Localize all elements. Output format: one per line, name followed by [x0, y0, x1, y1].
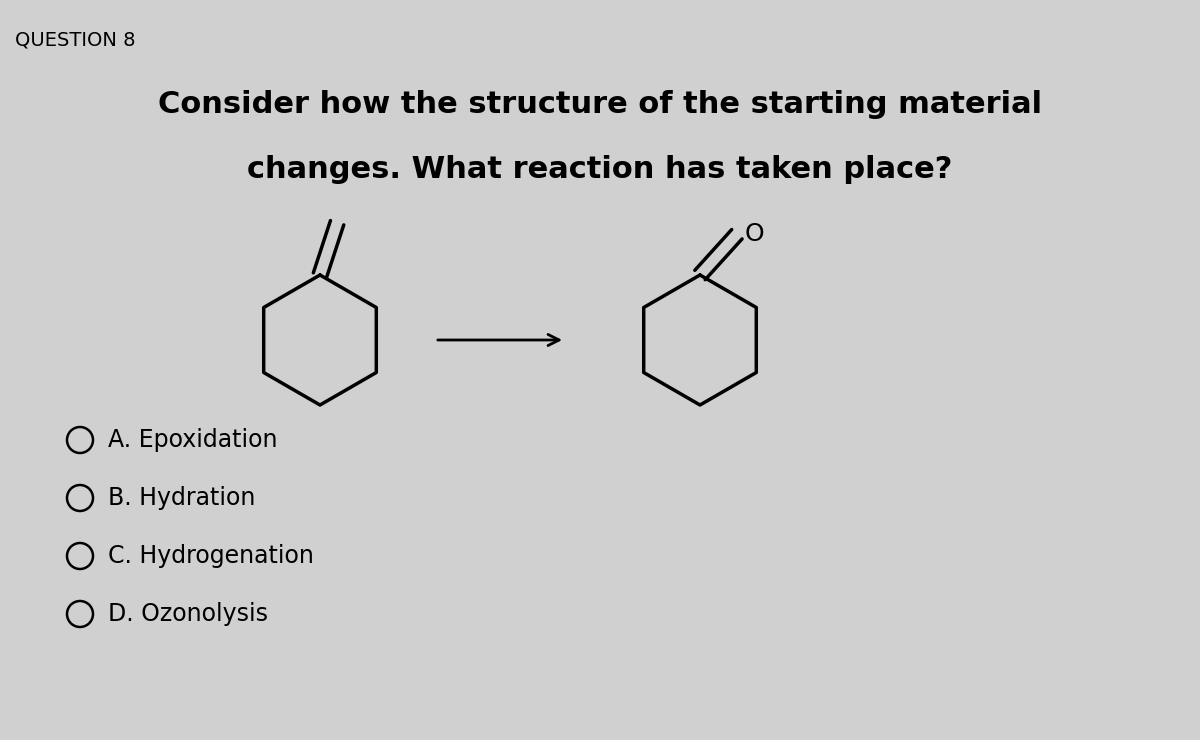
Text: D. Ozonolysis: D. Ozonolysis: [108, 602, 268, 626]
Text: B. Hydration: B. Hydration: [108, 486, 256, 510]
Text: O: O: [745, 222, 764, 246]
Text: C. Hydrogenation: C. Hydrogenation: [108, 544, 314, 568]
Text: A. Epoxidation: A. Epoxidation: [108, 428, 277, 452]
Text: changes. What reaction has taken place?: changes. What reaction has taken place?: [247, 155, 953, 184]
Text: QUESTION 8: QUESTION 8: [14, 30, 136, 49]
Text: Consider how the structure of the starting material: Consider how the structure of the starti…: [158, 90, 1042, 119]
